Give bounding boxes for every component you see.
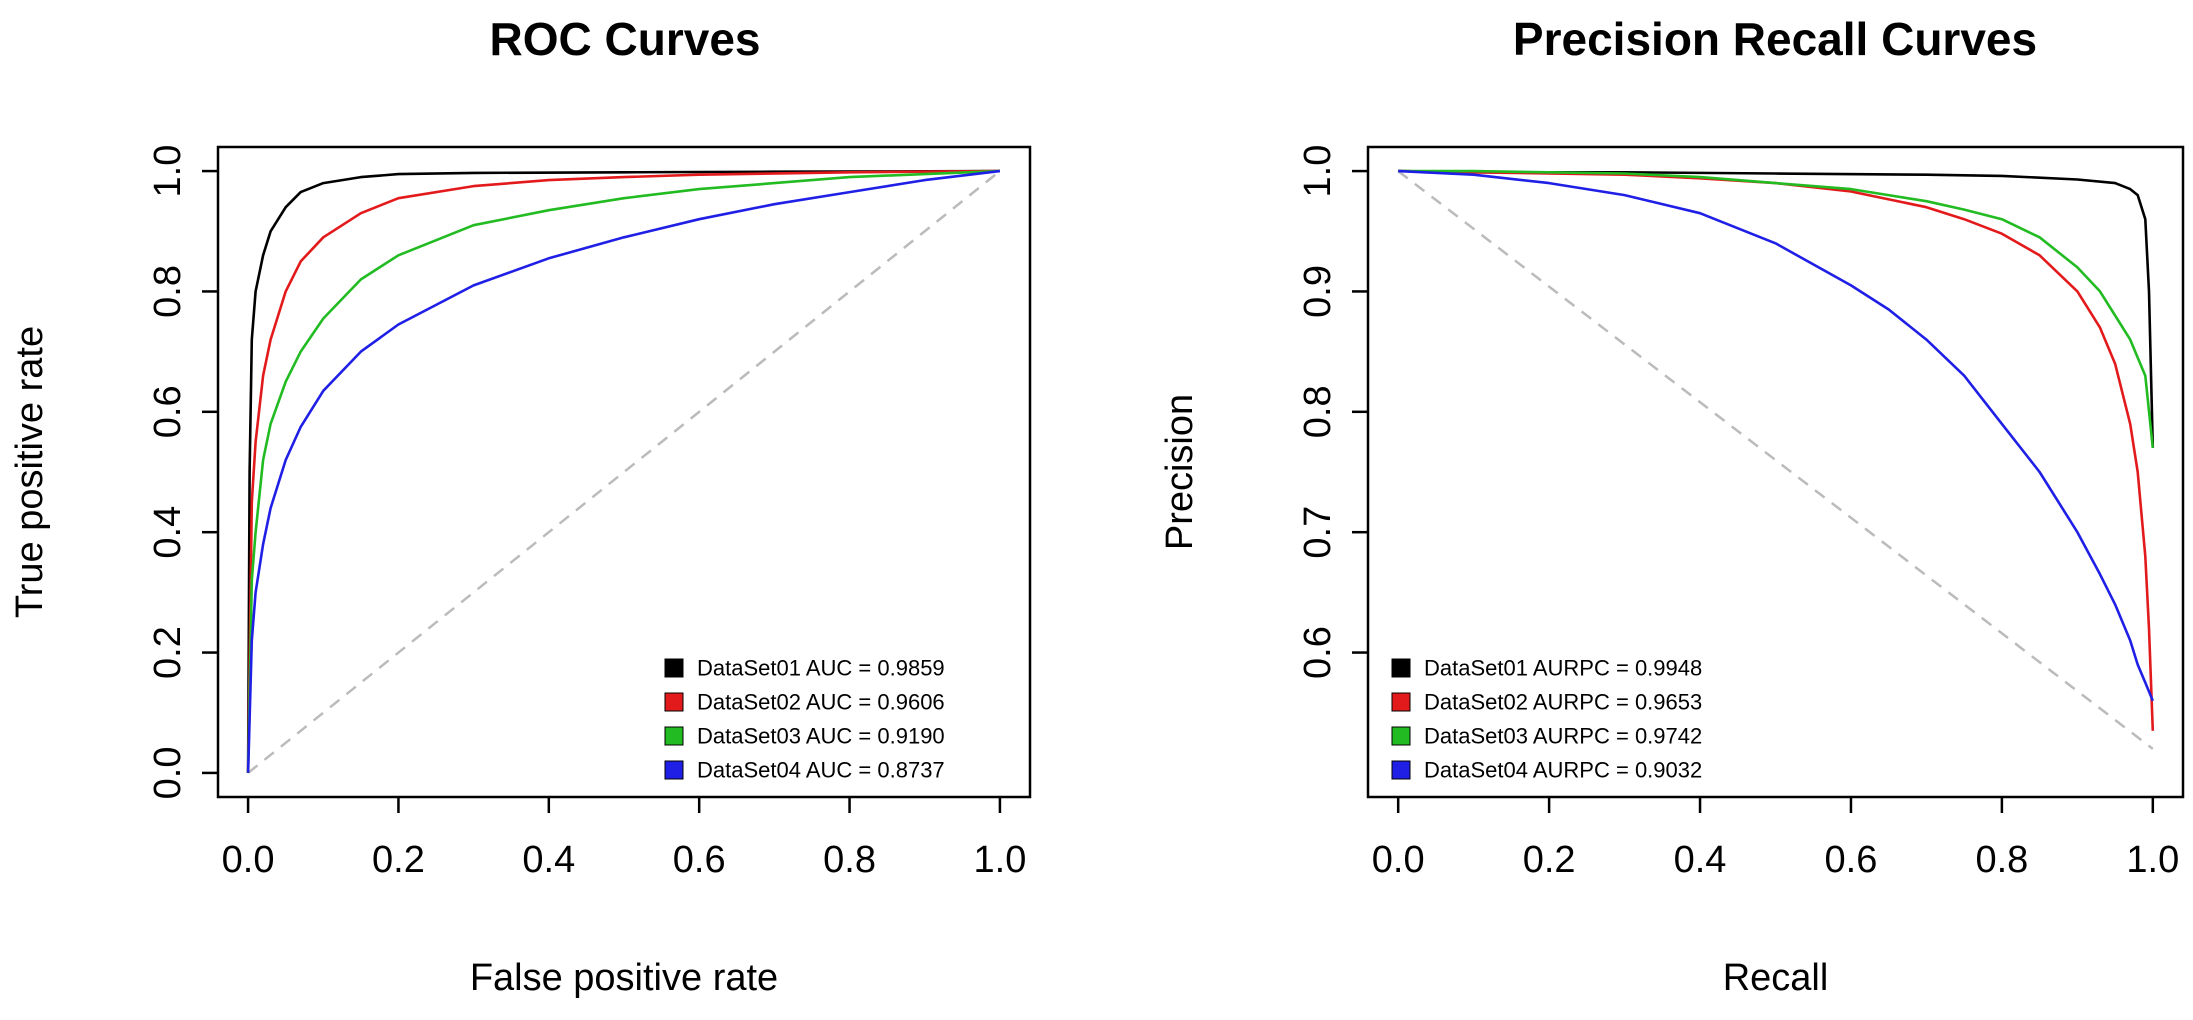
y-tick-label: 1.0 <box>147 145 189 198</box>
series-line-1 <box>246 169 1000 773</box>
y-tick-label: 0.0 <box>147 747 189 800</box>
x-tick-label: 0.4 <box>522 839 575 881</box>
reference-diagonal <box>1397 170 2154 750</box>
legend-entry: DataSet01 AURPC = 0.9948 <box>1424 656 1702 681</box>
y-axis-label: True positive rate <box>9 326 51 618</box>
x-tick-label: 1.0 <box>974 839 1027 881</box>
plot-frame <box>1366 145 2185 799</box>
y-tick-label: 0.8 <box>1297 385 1339 438</box>
y-tick-label: 1.0 <box>1297 145 1339 198</box>
legend-entry: DataSet01 AUC = 0.9859 <box>697 656 945 681</box>
legend: DataSet01 AUC = 0.9859 DataSet02 AUC = 0.… <box>664 656 945 783</box>
x-axis-label: False positive rate <box>470 957 778 999</box>
plot-frame <box>216 145 1032 799</box>
legend-entry: DataSet02 AURPC = 0.9653 <box>1424 690 1702 715</box>
chart-title: ROC Curves <box>490 13 761 65</box>
legend-swatch <box>664 658 684 678</box>
legend-entry: DataSet03 AUC = 0.9190 <box>697 724 945 749</box>
roc-chart: ROC Curves False positive rate True positi… <box>9 13 1032 999</box>
legend-entry: DataSet04 AURPC = 0.9032 <box>1424 758 1702 783</box>
legend-swatch <box>1391 692 1411 712</box>
pr-chart: Precision Recall Curves Recall Precision 0.… <box>1159 13 2185 999</box>
y-tick-label: 0.4 <box>147 506 189 559</box>
y-tick-label: 0.6 <box>147 385 189 438</box>
x-tick-label: 0.0 <box>1372 839 1425 881</box>
y-tick-label: 0.2 <box>147 626 189 679</box>
legend-entry: DataSet04 AUC = 0.8737 <box>697 758 945 783</box>
series-line-1 <box>1398 169 2155 448</box>
x-tick-label: 0.8 <box>1975 839 2028 881</box>
x-tick-label: 0.4 <box>1674 839 1727 881</box>
y-tick-label: 0.8 <box>147 265 189 318</box>
legend-swatch <box>664 692 684 712</box>
x-tick-label: 0.0 <box>222 839 275 881</box>
legend-swatch <box>664 726 684 746</box>
legend: DataSet01 AURPC = 0.9948 DataSet02 AURPC … <box>1391 656 1702 783</box>
series-line-4 <box>246 169 1001 773</box>
y-tick-label: 0.9 <box>1297 265 1339 318</box>
chart-title: Precision Recall Curves <box>1513 13 2037 65</box>
series-line-4 <box>1398 169 2155 702</box>
y-tick-label: 0.6 <box>1297 626 1339 679</box>
x-tick-label: 1.0 <box>2126 839 2179 881</box>
x-tick-label: 0.2 <box>1523 839 1576 881</box>
legend-swatch <box>1391 726 1411 746</box>
y-tick-label: 0.7 <box>1297 506 1339 559</box>
legend-entry: DataSet03 AURPC = 0.9742 <box>1424 724 1702 749</box>
y-axis-label: Precision <box>1159 394 1201 550</box>
series-line-2 <box>246 169 1000 773</box>
x-axis-label: Recall <box>1723 957 1829 999</box>
legend-swatch <box>664 760 684 780</box>
legend-entry: DataSet02 AUC = 0.9606 <box>697 690 945 715</box>
series-line-3 <box>246 169 1000 773</box>
legend-swatch <box>1391 760 1411 780</box>
x-tick-label: 0.6 <box>1825 839 1878 881</box>
x-tick-label: 0.6 <box>673 839 726 881</box>
series-line-2 <box>1398 169 2155 731</box>
series-line-3 <box>1398 169 2155 449</box>
reference-diagonal <box>247 170 1001 774</box>
legend-swatch <box>1391 658 1411 678</box>
x-tick-label: 0.8 <box>823 839 876 881</box>
x-tick-label: 0.2 <box>372 839 425 881</box>
